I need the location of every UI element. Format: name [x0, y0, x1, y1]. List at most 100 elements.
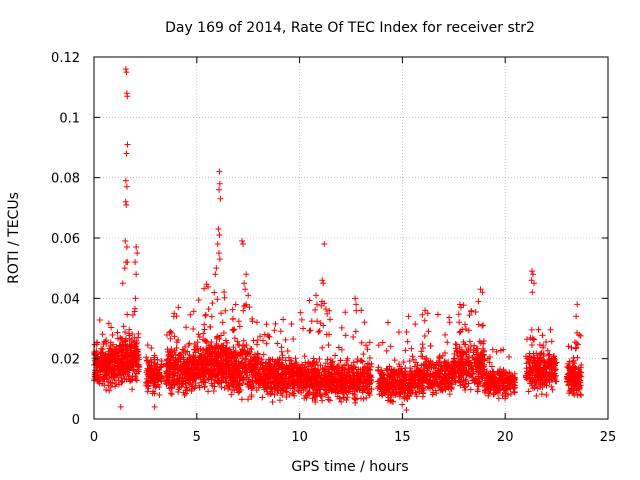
data-point [129, 311, 136, 318]
data-point [334, 393, 341, 400]
data-point [379, 339, 386, 346]
data-point [349, 370, 356, 377]
data-point [374, 385, 381, 392]
data-point [418, 348, 425, 355]
data-point [215, 225, 222, 232]
data-point [234, 380, 241, 387]
data-point [280, 381, 287, 388]
data-point [419, 368, 426, 375]
data-point [250, 337, 257, 344]
data-point [104, 378, 111, 385]
data-point [342, 376, 349, 383]
data-point [354, 395, 361, 402]
data-point [192, 380, 199, 387]
data-point [167, 353, 174, 360]
data-point [462, 321, 469, 328]
data-point [282, 336, 289, 343]
data-point [194, 339, 201, 346]
data-point [182, 380, 189, 387]
data-point [355, 366, 362, 373]
data-point [152, 359, 159, 366]
data-point [304, 373, 311, 380]
data-point [123, 69, 130, 76]
data-point [320, 322, 327, 329]
data-point [442, 331, 449, 338]
data-point [282, 376, 289, 383]
data-point [416, 374, 423, 381]
data-point [133, 356, 140, 363]
data-point [434, 311, 441, 318]
data-point [303, 392, 310, 399]
data-point [456, 301, 463, 308]
data-point [265, 333, 272, 340]
data-point [117, 344, 124, 351]
data-point [122, 66, 129, 73]
data-point [258, 356, 265, 363]
data-point [126, 335, 133, 342]
data-point [151, 377, 158, 384]
data-point [288, 365, 295, 372]
x-tick-label: 20 [497, 430, 514, 445]
data-point [218, 371, 225, 378]
data-point [437, 387, 444, 394]
data-point [409, 353, 416, 360]
data-point [213, 340, 220, 347]
data-point [239, 238, 246, 245]
data-point [99, 360, 106, 367]
data-point [414, 367, 421, 374]
data-point [375, 364, 382, 371]
data-point [455, 311, 462, 318]
data-point [230, 327, 237, 334]
data-point [345, 365, 352, 372]
data-point [124, 141, 131, 148]
data-point [433, 361, 440, 368]
data-point [196, 334, 203, 341]
data-point [269, 356, 276, 363]
data-point [169, 363, 176, 370]
data-point [103, 362, 110, 369]
data-point [109, 379, 116, 386]
data-point [239, 347, 246, 354]
data-point [172, 359, 179, 366]
y-tick-label: 0.06 [51, 232, 80, 247]
data-point [279, 352, 286, 359]
data-point [151, 371, 158, 378]
data-point [183, 324, 190, 331]
data-point [413, 390, 420, 397]
data-point [245, 292, 252, 299]
data-point [436, 354, 443, 361]
data-point [116, 345, 123, 352]
data-point [201, 321, 208, 328]
data-point [169, 383, 176, 390]
data-point [148, 345, 155, 352]
data-point [306, 327, 313, 334]
data-point [205, 283, 212, 290]
data-point [391, 367, 398, 374]
data-point [525, 388, 532, 395]
data-point [171, 333, 178, 340]
data-point [102, 338, 109, 345]
data-point [341, 366, 348, 373]
data-point [102, 365, 109, 372]
data-point [123, 150, 130, 157]
data-point [275, 370, 282, 377]
data-point [94, 339, 101, 346]
data-point [290, 336, 297, 343]
data-point [260, 351, 267, 358]
data-point [123, 244, 130, 251]
data-point [203, 358, 210, 365]
data-point [363, 394, 370, 401]
data-point [361, 319, 368, 326]
data-point [200, 330, 207, 337]
data-point [313, 359, 320, 366]
data-point [235, 372, 242, 379]
data-point [132, 259, 139, 266]
data-point [256, 378, 263, 385]
data-point [111, 372, 118, 379]
data-point [211, 365, 218, 372]
data-point [329, 370, 336, 377]
data-point [99, 331, 106, 338]
data-point [446, 314, 453, 321]
data-point [290, 377, 297, 384]
